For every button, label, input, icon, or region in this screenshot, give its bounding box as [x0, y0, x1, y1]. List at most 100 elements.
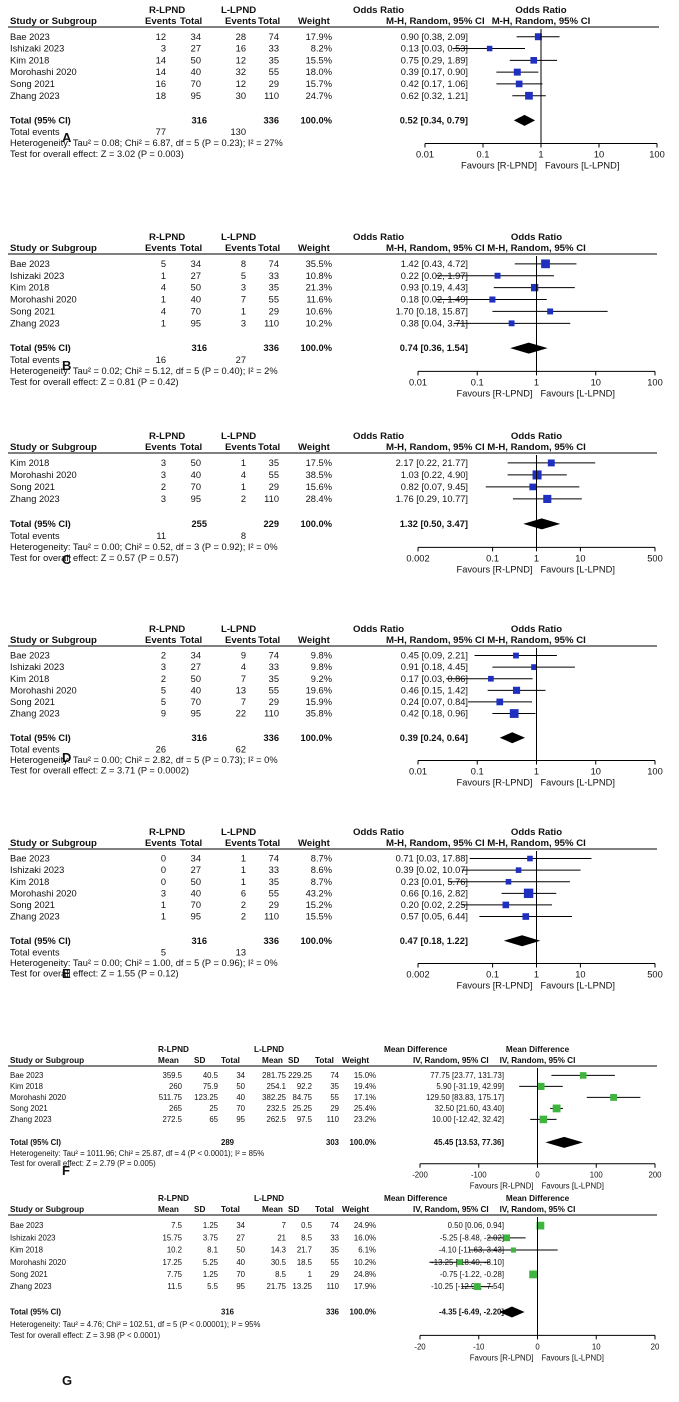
column-header-ci: M-H, Random, 95% CI: [386, 838, 485, 849]
study-cell: 84.75: [292, 1093, 312, 1102]
column-header-weight: Weight: [298, 635, 331, 646]
point-estimate-marker: [512, 686, 521, 694]
study-cell: 70: [191, 79, 201, 89]
total-n-1: 289: [221, 1138, 235, 1147]
study-cell: 74: [269, 259, 279, 269]
study-cell: 5: [161, 697, 166, 707]
total-ci-text: 45.45 [13.53, 77.36]: [434, 1138, 505, 1147]
study-cell: 1: [161, 318, 166, 328]
study-name: Ishizaki 2023: [10, 865, 64, 875]
study-weight: 24.8%: [354, 1270, 376, 1279]
study-cell: 95: [236, 1115, 245, 1124]
study-weight: 15.2%: [306, 900, 332, 910]
study-cell: 29: [269, 482, 279, 492]
study-cell: 265: [169, 1104, 183, 1113]
x-tick-label: 0.1: [477, 149, 490, 159]
study-ci-text: 1.03 [0.22, 4.90]: [401, 470, 468, 480]
study-cell: 12: [156, 32, 166, 42]
total-events-1: 26: [156, 744, 166, 754]
point-estimate-marker: [530, 283, 539, 292]
column-header: Total: [315, 1056, 334, 1065]
x-tick-label: 0: [535, 1171, 540, 1180]
study-cell: 74: [269, 651, 279, 661]
total-weight: 100.0%: [300, 343, 332, 353]
total-events-2: 27: [236, 355, 246, 365]
point-estimate-marker: [552, 1104, 561, 1113]
study-cell: 1: [241, 877, 246, 887]
study-weight: 19.4%: [354, 1082, 376, 1091]
study-ci-text: 0.82 [0.07, 9.45]: [401, 482, 468, 492]
column-header: Events: [145, 838, 176, 849]
x-tick-label: 0.1: [471, 767, 484, 777]
total-ci-text: 0.52 [0.34, 0.79]: [400, 115, 468, 125]
study-cell: 1: [241, 482, 246, 492]
study-cell: 3: [161, 888, 166, 898]
study-cell: 0.5: [301, 1221, 313, 1230]
study-cell: 25: [209, 1104, 218, 1113]
study-cell: 1: [241, 854, 246, 864]
column-header: Total: [221, 1056, 240, 1065]
point-estimate-marker: [505, 878, 512, 885]
x-tick-label: 1: [534, 553, 539, 563]
study-cell: 1.25: [203, 1221, 219, 1230]
x-tick-label: 0.01: [409, 377, 427, 387]
study-ci-text: 0.42 [0.17, 1.06]: [401, 79, 468, 89]
total-events-label: Total events: [10, 531, 60, 541]
total-n-2: 336: [263, 936, 279, 946]
heterogeneity-text: Heterogeneity: Tau² = 1011.96; Chi² = 25…: [10, 1149, 264, 1158]
heterogeneity-text: Heterogeneity: Tau² = 0.00; Chi² = 0.52,…: [10, 542, 278, 552]
study-weight: 9.8%: [311, 662, 332, 672]
study-name: Bae 2023: [10, 854, 50, 864]
study-cell: 35: [269, 674, 279, 684]
study-weight: 24.7%: [306, 91, 332, 101]
forest-panel-e: R-LPND L-LPND Odds Ratio Odds Ratio Study or…: [8, 827, 663, 991]
study-cell: 92.2: [297, 1082, 312, 1091]
estimate-header: Odds Ratio: [353, 827, 404, 838]
study-weight: 6.1%: [358, 1246, 376, 1255]
study-name: Ishizaki 2023: [10, 1233, 56, 1242]
column-header-ci: IV, Random, 95% CI: [413, 1205, 489, 1214]
study-cell: 0: [161, 854, 166, 864]
study-weight: 43.2%: [306, 888, 332, 898]
study-cell: 1: [161, 295, 166, 305]
total-ci-text: 1.32 [0.50, 3.47]: [400, 519, 468, 529]
study-cell: 50: [191, 877, 201, 887]
total-events-label: Total events: [10, 744, 60, 754]
study-ci-text: 0.13 [0.03, 0.53]: [401, 44, 468, 54]
total-ci-text: -4.35 [-6.49, -2.20]: [439, 1308, 504, 1317]
study-cell: 11.5: [167, 1282, 182, 1291]
total-n-2: 229: [263, 519, 279, 529]
study-weight: 35.5%: [306, 259, 332, 269]
point-estimate-marker: [513, 68, 521, 76]
study-cell: 27: [191, 44, 201, 54]
study-weight: 8.2%: [311, 44, 332, 54]
study-weight: 8.7%: [311, 877, 332, 887]
study-cell: 95: [236, 1282, 245, 1291]
column-header-weight: Weight: [298, 243, 331, 254]
group-label-1: R-LPND: [158, 1194, 189, 1203]
study-cell: 3: [241, 318, 246, 328]
column-header: Total: [258, 243, 280, 254]
study-name: Morohashi 2020: [10, 685, 77, 695]
point-estimate-marker: [579, 1072, 587, 1079]
study-cell: 55: [269, 888, 279, 898]
total-weight: 100.0%: [350, 1308, 377, 1317]
study-name: Morohashi 2020: [10, 470, 77, 480]
study-weight: 15.5%: [306, 912, 332, 922]
study-ci-text: 5.90 [-31.19, 42.99]: [436, 1082, 504, 1091]
study-ci-text: 1.76 [0.29, 10.77]: [396, 494, 468, 504]
heterogeneity-text: Heterogeneity: Tau² = 0.02; Chi² = 5.12,…: [10, 366, 278, 376]
favours-left-label: Favours [R-LPND]: [461, 160, 537, 170]
study-cell: 95: [191, 709, 201, 719]
study-weight: 8.6%: [311, 865, 332, 875]
study-ci-text: 0.90 [0.38, 2.09]: [401, 32, 468, 42]
group-label-1: R-LPND: [149, 5, 185, 16]
column-header: Total: [180, 16, 202, 27]
study-cell: 55: [330, 1093, 339, 1102]
study-cell: 2: [241, 912, 246, 922]
study-cell: 10.2: [167, 1246, 182, 1255]
study-cell: 3: [241, 283, 246, 293]
study-cell: 2: [161, 482, 166, 492]
estimate-header: Mean Difference: [384, 1045, 448, 1054]
study-cell: 7.5: [171, 1221, 183, 1230]
